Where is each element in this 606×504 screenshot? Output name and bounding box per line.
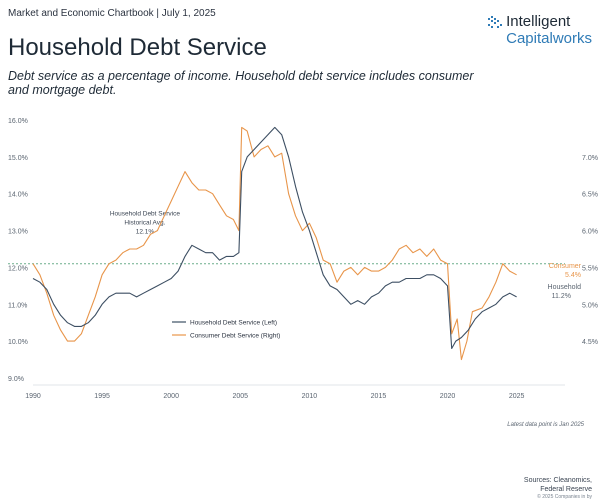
latest-data-note: Latest data point is Jan 2025 — [507, 422, 584, 428]
logo-wordmark-line2: Capitalworks — [506, 30, 592, 47]
right-axis-tick-label: 5.5% — [582, 265, 598, 272]
household-end-value: 11.2% — [552, 293, 571, 300]
left-axis-tick-label: 9.0% — [8, 376, 24, 383]
reference-layer: Household Debt Service Historical Avg. 12.… — [8, 211, 565, 265]
page-subtitle: Debt service as a percentage of income. … — [8, 69, 474, 97]
left-axis-tick-label: 14.0% — [8, 192, 28, 199]
right-axis-tick-label: 5.0% — [582, 302, 598, 309]
legend: Household Debt Service (Left) Consumer De… — [172, 320, 280, 340]
copyright-text: © 2025 Companies in by — [537, 494, 592, 500]
right-axis-tick-label: 7.0% — [582, 155, 598, 162]
x-axis-tick-label: 2020 — [440, 393, 456, 400]
report-topline: Market and Economic Chartbook | July 1, … — [8, 8, 216, 19]
x-axis-tick-label: 2010 — [302, 393, 318, 400]
right-axis-tick-label: 6.5% — [582, 192, 598, 199]
left-axis-tick-label: 12.0% — [8, 265, 28, 272]
debt-service-chart: 9.0% 10.0% 11.0% 12.0% 13.0% 14.0% 15.0% 16.0% 4… — [8, 118, 598, 400]
left-axis-tick-label: 16.0% — [8, 118, 28, 125]
historical-average-label-value: 12.1% — [136, 229, 155, 236]
logo-wordmark-line1: Intelligent — [506, 13, 571, 30]
x-axis-tick-label: 2000 — [163, 393, 179, 400]
sources-line1: Sources: Cleanomics, — [523, 477, 592, 484]
consumer-end-label: Consumer — [549, 263, 582, 270]
legend-consumer-label: Consumer Debt Service (Right) — [190, 333, 280, 340]
right-axis-tick-label: 4.5% — [582, 339, 598, 346]
x-axis-tick-label: 2005 — [232, 393, 248, 400]
grid-layer: 9.0% 10.0% 11.0% 12.0% 13.0% 14.0% 15.0% 16.0% 4… — [8, 118, 598, 400]
historical-average-label-line2: Historical Avg. — [124, 220, 165, 227]
page-title: Household Debt Service — [8, 34, 267, 61]
label-layer: Consumer 5.4% Household 11.2% — [548, 263, 582, 300]
sources-line2: Federal Reserve — [540, 486, 592, 493]
left-axis-tick-label: 11.0% — [8, 302, 27, 309]
x-axis-tick-label: 2015 — [371, 393, 387, 400]
series-layer — [32, 126, 517, 361]
right-axis-tick-label: 6.0% — [582, 229, 598, 236]
x-axis-tick-label: 1995 — [94, 393, 110, 400]
household-end-label: Household — [548, 284, 582, 291]
consumer-end-value: 5.4% — [565, 272, 581, 279]
historical-average-label-line1: Household Debt Service — [110, 211, 180, 218]
left-axis-tick-label: 15.0% — [8, 155, 28, 162]
x-axis-tick-label: 2025 — [509, 393, 525, 400]
sources-text: Sources: Cleanomics, Federal Reserve — [524, 476, 592, 494]
company-logo[interactable]: Intelligent Capitalworks — [488, 13, 592, 47]
x-axis-tick-label: 1990 — [25, 393, 41, 400]
left-axis-tick-label: 13.0% — [8, 229, 28, 236]
consumer-debt-service-line — [32, 126, 517, 361]
legend-household-label: Household Debt Service (Left) — [190, 320, 277, 327]
household-debt-service-line — [32, 126, 517, 350]
left-axis-tick-label: 10.0% — [8, 339, 28, 346]
flame-bars-icon — [488, 16, 503, 28]
